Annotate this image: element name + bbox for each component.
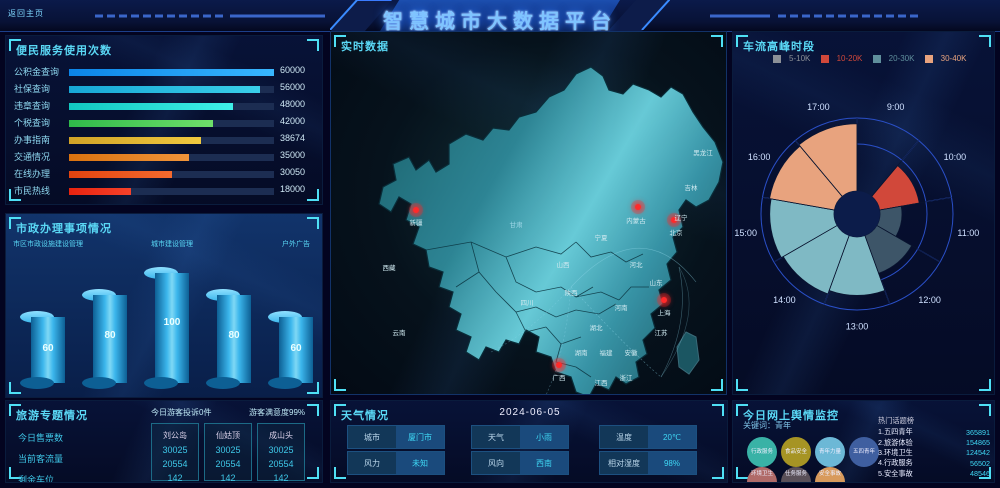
svg-text:11:00: 11:00	[957, 228, 979, 238]
svg-text:16:00: 16:00	[748, 152, 771, 162]
svg-text:14:00: 14:00	[773, 295, 796, 305]
svg-text:17:00: 17:00	[807, 102, 830, 112]
svg-text:10:00: 10:00	[944, 152, 967, 162]
svg-text:13:00: 13:00	[846, 321, 869, 331]
svg-text:9:00: 9:00	[887, 102, 905, 112]
svg-text:15:00: 15:00	[734, 228, 757, 238]
svg-text:12:00: 12:00	[918, 295, 941, 305]
